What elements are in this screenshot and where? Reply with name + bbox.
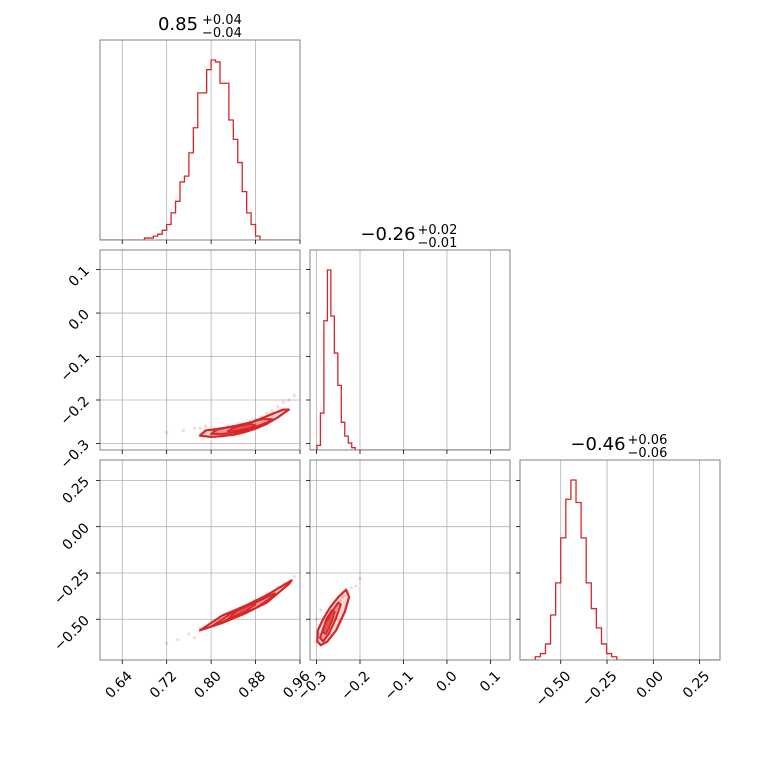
sample-point-1-0-1 — [181, 428, 185, 433]
xtick-label-1-1: −0.2 — [338, 668, 373, 703]
ytick-label-1-3: 0.0 — [66, 307, 93, 334]
ytick-label-2-1: −0.25 — [51, 566, 93, 608]
sample-point-1-0-18 — [276, 404, 280, 409]
title-minus-2: −0.06 — [628, 446, 668, 461]
title-value-2: −0.46 — [570, 434, 625, 455]
panel-1-0: −0.3 −0.2 −0.1 0.0 0.1 — [57, 249, 301, 472]
sample-point-2-1-16 — [354, 584, 358, 588]
title-value-0: 0.85 — [158, 14, 198, 35]
title-plus-0: +0.04 — [202, 13, 242, 28]
sample-point-2-0-2 — [187, 632, 191, 636]
sample-point-2-1-19 — [319, 608, 323, 612]
pair-content-2-0 — [165, 575, 297, 645]
panel-2-2: −0.46 +0.06−0.06 −0.50 −0.25 0.00 0.25 — [516, 433, 721, 710]
sample-point-2-0-1 — [176, 638, 180, 642]
xtick-label-2-3: 0.25 — [680, 668, 713, 701]
sample-point-1-0-23 — [203, 424, 208, 428]
ytick-label-2-2: 0.00 — [59, 520, 92, 553]
sample-point-2-1-17 — [358, 576, 362, 581]
sample-point-2-1-12 — [341, 595, 345, 599]
sample-point-2-0-3 — [192, 636, 197, 640]
axes-frame-2-2 — [519, 459, 721, 661]
histogram-0 — [100, 59, 300, 240]
contour-inner-2-1 — [321, 609, 336, 635]
sample-point-1-0-20 — [287, 398, 291, 402]
xtick-label-1-3: 0.0 — [434, 668, 461, 695]
pair-content-2-1 — [314, 576, 362, 647]
sample-point-1-0-16 — [265, 411, 269, 415]
xtick-label-2-1: −0.25 — [579, 668, 621, 710]
panel-2-1: −0.3 −0.2 −0.1 0.0 0.1 — [295, 459, 511, 704]
pair-content-1-0 — [165, 394, 297, 439]
panel-0-0: 0.85 +0.04−0.04 — [99, 13, 301, 244]
title-minus-1: −0.01 — [418, 236, 458, 251]
xtick-label-0-2: 0.80 — [191, 668, 224, 701]
title-value-1: −0.26 — [360, 224, 415, 245]
xtick-label-0-1: 0.72 — [147, 668, 180, 701]
sample-point-1-0-17 — [270, 409, 274, 413]
sample-point-1-0-21 — [292, 394, 297, 398]
title-plus-2: +0.06 — [628, 433, 668, 448]
xtick-label-1-2: −0.1 — [382, 668, 417, 703]
axes-frame-1-1 — [309, 249, 511, 451]
panel-1-1: −0.26 +0.02−0.01 — [306, 223, 511, 454]
axes-frame-2-1 — [309, 459, 511, 661]
histogram-2 — [520, 479, 720, 660]
sample-point-2-1-18 — [314, 617, 319, 621]
sample-point-1-0-19 — [281, 400, 285, 404]
sample-point-2-1-13 — [343, 593, 347, 597]
sample-point-1-0-2 — [192, 426, 197, 430]
title-plus-1: +0.02 — [418, 223, 458, 238]
ytick-label-1-0: −0.3 — [57, 437, 92, 472]
sample-point-2-1-15 — [349, 586, 353, 590]
axes-frame-1-0 — [99, 249, 301, 451]
ytick-label-2-0: −0.50 — [51, 613, 93, 655]
ytick-label-2-3: 0.25 — [59, 474, 92, 507]
contour-inner-1-0 — [226, 423, 257, 433]
sample-point-1-0-3 — [198, 426, 202, 430]
axes-frame-2-0 — [99, 459, 301, 661]
xtick-label-2-2: 0.00 — [634, 668, 667, 701]
panel-2-0: 0.64 0.72 0.80 0.88 0.96−0.50−0.250.000.25 — [51, 459, 314, 702]
ytick-label-1-4: 0.1 — [66, 263, 93, 290]
contour-inner-2-0 — [226, 601, 257, 621]
sample-point-2-0-0 — [165, 641, 169, 645]
xtick-label-0-3: 0.88 — [236, 668, 269, 701]
ytick-label-1-1: −0.2 — [57, 394, 92, 429]
xtick-label-2-0: −0.50 — [533, 668, 575, 710]
sample-point-2-1-11 — [338, 599, 343, 603]
xtick-label-0-0: 0.64 — [102, 668, 135, 701]
ytick-label-1-2: −0.1 — [57, 350, 92, 385]
axes-frame-0-0 — [99, 39, 301, 241]
histogram-1 — [310, 269, 510, 450]
sample-point-1-0-0 — [165, 431, 169, 435]
xtick-label-1-4: 0.1 — [477, 668, 504, 695]
title-minus-0: −0.04 — [202, 26, 242, 41]
sample-point-2-0-15 — [292, 575, 297, 579]
